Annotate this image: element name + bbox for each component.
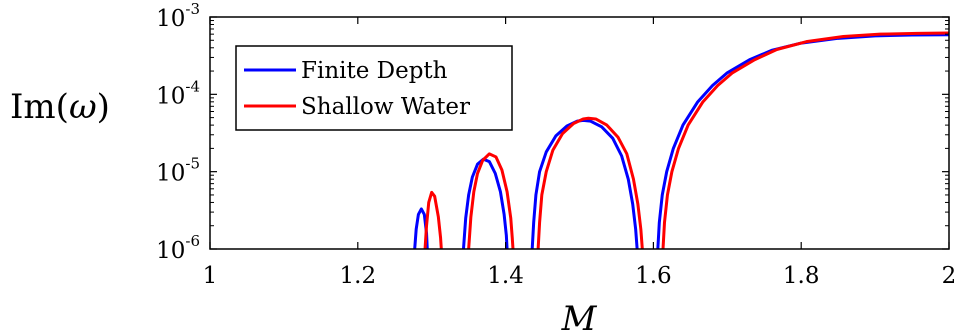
y-axis-label: Im(ω) xyxy=(10,87,110,127)
series-shallow-water-segment-4 xyxy=(661,31,950,250)
data-curves xyxy=(413,31,950,250)
x-tick-label: 1.2 xyxy=(340,263,377,289)
legend-box xyxy=(235,45,513,131)
series-finite-depth-segment-4 xyxy=(656,33,950,250)
series-shallow-water-segment-3 xyxy=(536,116,644,250)
series-finite-depth-segment-2 xyxy=(461,157,509,250)
series-finite-depth-segment-3 xyxy=(530,118,639,250)
axis-tick-labels: 1 1.2 1.4 1.6 1.8 2 10-6 10-5 10-4 10-3 xyxy=(156,0,956,289)
axis-ticks xyxy=(209,16,950,250)
legend-label-finite-depth: Finite Depth xyxy=(301,58,448,84)
x-tick-label: 2 xyxy=(942,263,957,289)
legend: Finite Depth Shallow Water xyxy=(235,45,513,131)
series-shallow-water-segment-2 xyxy=(467,152,515,250)
x-axis-label: M xyxy=(561,299,598,335)
y-tick-label: 10-6 xyxy=(156,232,200,264)
legend-label-shallow-water: Shallow Water xyxy=(301,94,470,120)
x-tick-label: 1.8 xyxy=(783,263,820,289)
y-tick-label: 10-3 xyxy=(156,0,200,32)
y-tick-label: 10-5 xyxy=(156,155,200,187)
x-tick-label: 1 xyxy=(203,263,218,289)
plot-area-frame xyxy=(209,16,950,250)
y-tick-label: 10-4 xyxy=(156,77,200,109)
x-tick-label: 1.4 xyxy=(487,263,524,289)
x-tick-label: 1.6 xyxy=(635,263,672,289)
series-shallow-water-segment-1 xyxy=(423,190,443,250)
